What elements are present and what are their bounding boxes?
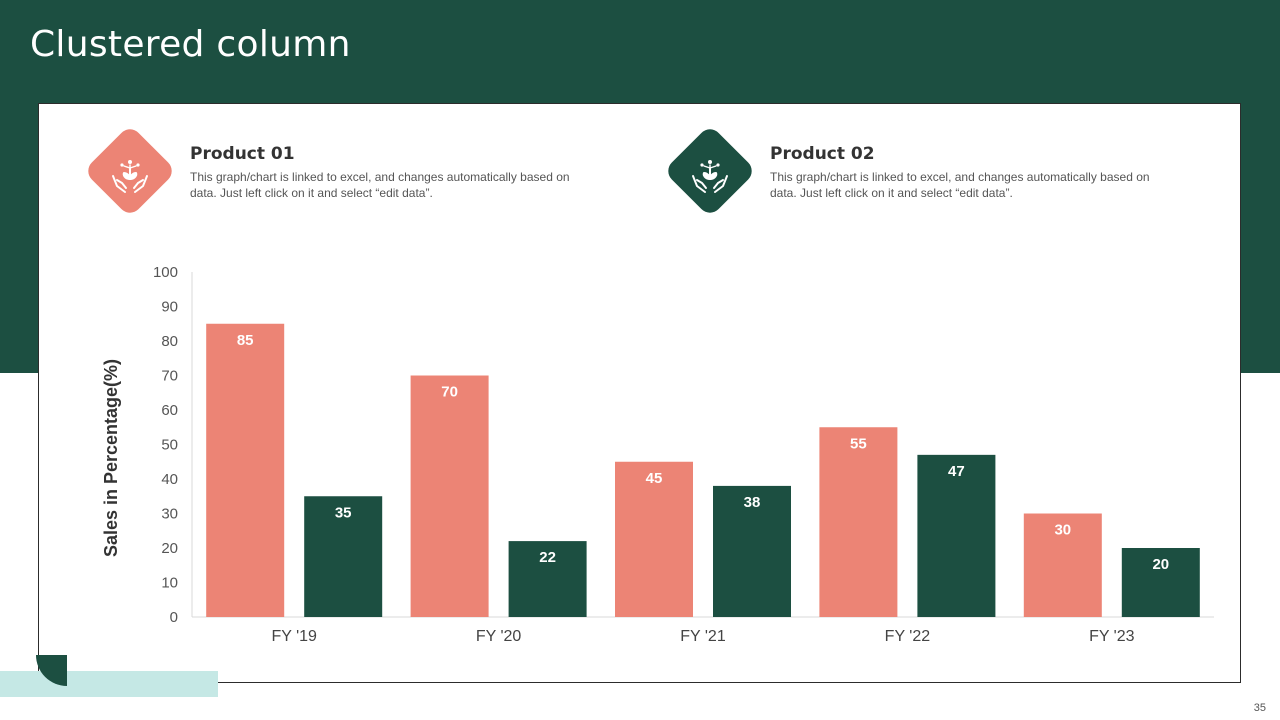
- y-tick-label: 70: [161, 368, 178, 385]
- product-02-description: This graph/chart is linked to excel, and…: [770, 170, 1150, 200]
- x-tick-label: FY '23: [1089, 628, 1135, 645]
- bar-data-label: 20: [1152, 556, 1169, 573]
- bar-data-label: 35: [335, 504, 352, 521]
- bar-1-3: [615, 461, 693, 617]
- y-tick-label: 30: [161, 506, 178, 523]
- bar-2-5: [1121, 548, 1200, 617]
- bar-data-label: 47: [948, 463, 965, 480]
- bar-1-1: [206, 323, 285, 617]
- bar-2-2: [508, 541, 587, 617]
- slide-title: Clustered column: [30, 24, 351, 65]
- product-01-block: Product 01 This graph/chart is linked to…: [83, 124, 609, 228]
- y-tick-label: 40: [161, 471, 178, 488]
- bar-data-label: 22: [539, 549, 556, 566]
- clustered-column-chart: Sales in Percentage(%) 0 10 20 30 40 50 60 70 80…: [101, 264, 1214, 645]
- bar-1-5: [1023, 513, 1102, 617]
- hands-holding-plant-icon: [669, 128, 751, 222]
- page-number: 35: [1253, 702, 1266, 714]
- y-axis-label: Sales in Percentage(%): [101, 359, 121, 557]
- y-tick-label: 0: [170, 609, 178, 626]
- bar-data-label: 85: [237, 332, 254, 349]
- bar-data-label: 70: [441, 384, 458, 401]
- x-tick-label: FY '20: [476, 628, 522, 645]
- bar-2-1: [304, 496, 383, 617]
- y-tick-label: 10: [161, 575, 178, 592]
- decorative-bar: [0, 671, 218, 697]
- y-tick-label: 60: [161, 402, 178, 419]
- product-01-description: This graph/chart is linked to excel, and…: [190, 170, 570, 200]
- y-tick-label: 50: [161, 437, 178, 454]
- product-01-title: Product 01: [190, 144, 295, 164]
- x-tick-label: FY '21: [680, 628, 726, 645]
- y-tick-label: 90: [161, 299, 178, 316]
- x-tick-label: FY '22: [885, 628, 931, 645]
- y-tick-label: 20: [161, 540, 178, 557]
- bar-2-4: [917, 454, 996, 617]
- bar-data-label: 45: [646, 470, 663, 487]
- y-tick-label: 100: [153, 264, 178, 281]
- y-tick-label: 80: [161, 333, 178, 350]
- x-tick-label: FY '19: [271, 628, 317, 645]
- bar-data-label: 30: [1054, 522, 1071, 539]
- bar-data-label: 38: [744, 494, 761, 511]
- product-02-title: Product 02: [770, 144, 875, 164]
- product-02-block: Product 02 This graph/chart is linked to…: [663, 124, 1189, 228]
- hands-holding-plant-icon: [89, 128, 171, 222]
- bar-1-2: [410, 375, 489, 617]
- bar-2-3: [713, 485, 791, 617]
- bar-1-4: [819, 427, 898, 617]
- bar-data-label: 55: [850, 435, 867, 452]
